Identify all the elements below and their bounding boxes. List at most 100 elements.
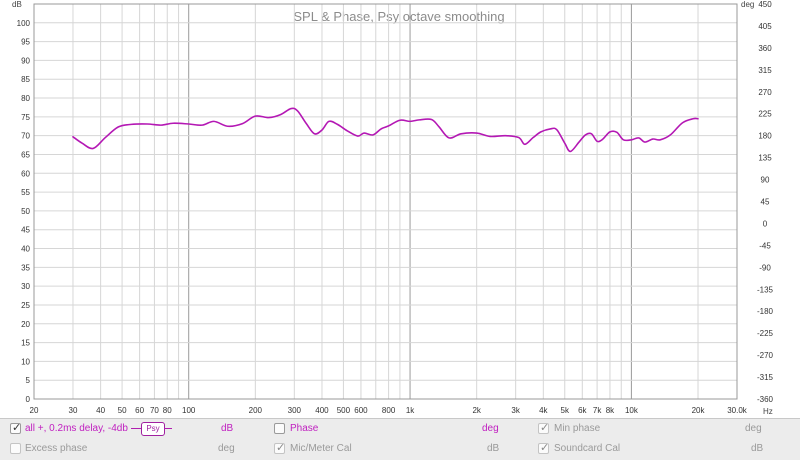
y2-tick-label: 90 (761, 176, 770, 185)
x-tick-labels: 20 30 40 50 60 70 80 100 200 300 400 500 600 800 1k 2k 3… (30, 406, 748, 415)
y-tick-label: 65 (21, 150, 30, 159)
y-tick-label: 15 (21, 339, 30, 348)
x-tick-label: 800 (382, 406, 396, 415)
spl-phase-chart: SPL & Phase, Psy octave smoothing dB deg… (12, 0, 774, 416)
x-tick-label: 8k (606, 406, 615, 415)
psy-smoothing-button[interactable]: Psy (141, 422, 165, 436)
x-tick-label: 80 (163, 406, 172, 415)
y-tick-label: 10 (21, 357, 30, 366)
y-tick-label: 25 (21, 301, 30, 310)
y-tick-label: 35 (21, 263, 30, 272)
all-plus-checkbox[interactable] (10, 421, 21, 434)
x-axis-label: Hz (763, 407, 773, 416)
y2-tick-label: -270 (757, 351, 774, 360)
x-tick-label: 7k (593, 406, 602, 415)
min-phase-unit: deg (745, 423, 762, 434)
mic-meter-cal-unit: dB (487, 443, 500, 454)
psy-line-left (131, 428, 141, 429)
psy-line-right (164, 428, 172, 429)
mic-meter-cal-checkbox[interactable] (274, 441, 285, 454)
all-plus-unit: dB (221, 423, 234, 434)
y2-tick-label: 0 (763, 219, 768, 228)
x-tick-label: 6k (578, 406, 587, 415)
y2-tick-label: -135 (757, 285, 774, 294)
chart-title: SPL & Phase, Psy octave smoothing (293, 9, 504, 24)
x-tick-label: 200 (249, 406, 263, 415)
legend-row-1: all +, 0.2ms delay, -4db Psy dB Phase de… (0, 420, 800, 440)
x-tick-label: 20 (30, 406, 39, 415)
soundcard-cal-checkbox[interactable] (538, 441, 549, 454)
y2-tick-label: -45 (759, 241, 771, 250)
grid-lines (34, 4, 737, 399)
x-tick-label: 4k (539, 406, 548, 415)
x-tick-label: 100 (182, 406, 196, 415)
y2-tick-label: -360 (757, 395, 774, 404)
y2-tick-label: 270 (758, 88, 772, 97)
x-tick-label: 300 (288, 406, 302, 415)
y2-tick-label: -315 (757, 373, 774, 382)
y-tick-label: 60 (21, 169, 30, 178)
y2-tick-label: 315 (758, 66, 772, 75)
y-tick-labels: 0 5 10 15 20 25 30 35 40 45 50 55 60 65 70 75 80 85 90 95 10… (17, 19, 31, 404)
y-tick-label: 100 (17, 19, 31, 28)
y2-axis-label: deg (741, 0, 754, 9)
soundcard-cal-unit: dB (751, 443, 764, 454)
y2-tick-label: 135 (758, 154, 772, 163)
legend-panel: all +, 0.2ms delay, -4db Psy dB Phase de… (0, 418, 800, 460)
min-phase-checkbox[interactable] (538, 421, 549, 434)
y-axis-label: dB (12, 0, 22, 9)
x-tick-label: 50 (118, 406, 127, 415)
x-tick-label: 10k (625, 406, 639, 415)
y-tick-label: 80 (21, 94, 30, 103)
all-plus-label: all +, 0.2ms delay, -4db (25, 423, 128, 434)
y2-tick-label: -90 (759, 263, 771, 272)
y-tick-label: 0 (26, 395, 31, 404)
y2-tick-label: 405 (758, 22, 772, 31)
y2-tick-label: 45 (761, 198, 770, 207)
y-tick-label: 55 (21, 188, 30, 197)
y2-tick-label: -180 (757, 307, 774, 316)
x-tick-label: 20k (692, 406, 706, 415)
y-tick-label: 75 (21, 113, 30, 122)
soundcard-cal-label: Soundcard Cal (554, 443, 621, 454)
y2-tick-labels: -360 -315 -270 -225 -180 -135 -90 -45 0 45 90 135 18… (757, 0, 774, 404)
excess-phase-label: Excess phase (25, 443, 88, 454)
x-tick-label: 5k (561, 406, 570, 415)
legend-row-2: Excess phase deg Mic/Meter Cal dB Soundc… (0, 440, 800, 460)
y-tick-label: 20 (21, 320, 30, 329)
x-tick-label: 400 (315, 406, 329, 415)
y-tick-label: 30 (21, 282, 30, 291)
y-tick-label: 40 (21, 245, 30, 254)
phase-label: Phase (290, 423, 319, 434)
series-line-spl (72, 107, 699, 153)
excess-phase-unit: deg (218, 443, 235, 454)
x-tick-label: 40 (96, 406, 105, 415)
min-phase-label: Min phase (554, 423, 601, 434)
y2-tick-label: 225 (758, 110, 772, 119)
y-tick-label: 95 (21, 38, 30, 47)
mic-meter-cal-label: Mic/Meter Cal (290, 443, 352, 454)
x-tick-label: 2k (472, 406, 481, 415)
x-tick-label: 30 (69, 406, 78, 415)
y2-tick-label: 450 (758, 0, 772, 9)
x-tick-label: 500 (337, 406, 351, 415)
y2-tick-label: -225 (757, 329, 774, 338)
x-tick-label: 1k (406, 406, 415, 415)
y-tick-label: 45 (21, 226, 30, 235)
y-tick-label: 50 (21, 207, 30, 216)
series-group (72, 107, 699, 153)
excess-phase-checkbox[interactable] (10, 443, 21, 454)
x-tick-label: 60 (135, 406, 144, 415)
y2-tick-label: 180 (758, 132, 772, 141)
phase-unit: deg (482, 423, 499, 434)
x-tick-label: 70 (150, 406, 159, 415)
y-tick-label: 5 (26, 376, 31, 385)
y-tick-label: 90 (21, 56, 30, 65)
phase-checkbox[interactable] (274, 423, 285, 434)
y-tick-label: 70 (21, 132, 30, 141)
plot-frame (33, 3, 738, 400)
y2-tick-label: 360 (758, 44, 772, 53)
x-tick-label: 3k (511, 406, 520, 415)
x-tick-label: 30.0k (727, 406, 748, 415)
x-tick-label: 600 (354, 406, 368, 415)
